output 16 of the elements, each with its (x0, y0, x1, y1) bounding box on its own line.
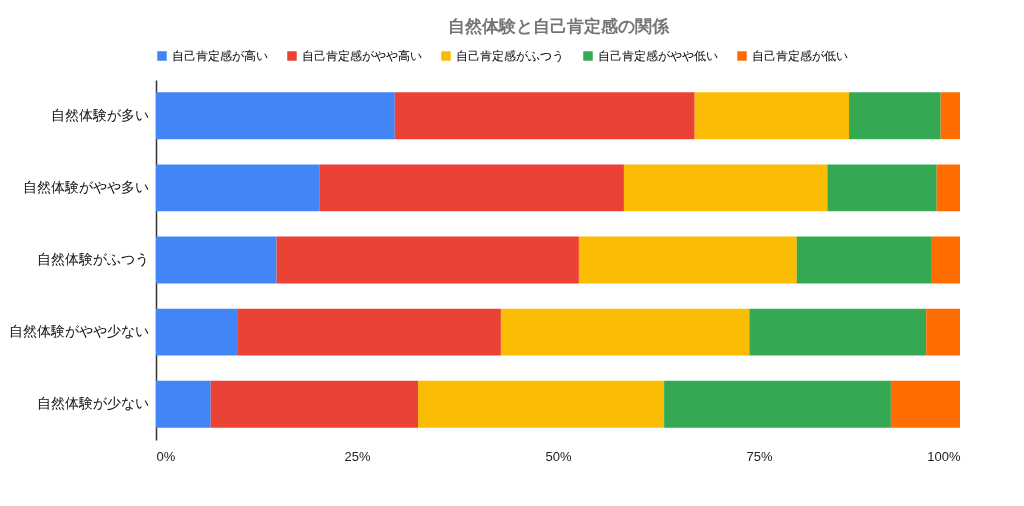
legend-label: 自己肯定感がふつう (456, 49, 564, 63)
legend-label: 自己肯定感がやや高い (302, 49, 422, 63)
y-tick-label: 自然体験がふつう (36, 251, 149, 267)
legend-label: 自己肯定感が低い (752, 49, 848, 63)
y-tick-label: 自然体験がやや多い (22, 178, 149, 195)
x-tick-label: 75% (746, 448, 773, 464)
x-tick-label: 50% (545, 448, 572, 464)
x-tick-label: 25% (344, 448, 371, 464)
legend-label: 自己肯定感がやや低い (598, 49, 718, 63)
x-tick-label: 100% (927, 448, 961, 464)
y-tick-label: 自然体験が多い (50, 106, 149, 123)
x-tick-label: 0% (156, 448, 176, 464)
legend-label: 自己肯定感が高い (172, 49, 268, 63)
chart-title: 自然体験と自己肯定感の関係 (447, 17, 670, 36)
y-tick-label: 自然体験がやや少ない (8, 323, 149, 340)
y-tick-label: 自然体験が少ない (36, 395, 149, 412)
